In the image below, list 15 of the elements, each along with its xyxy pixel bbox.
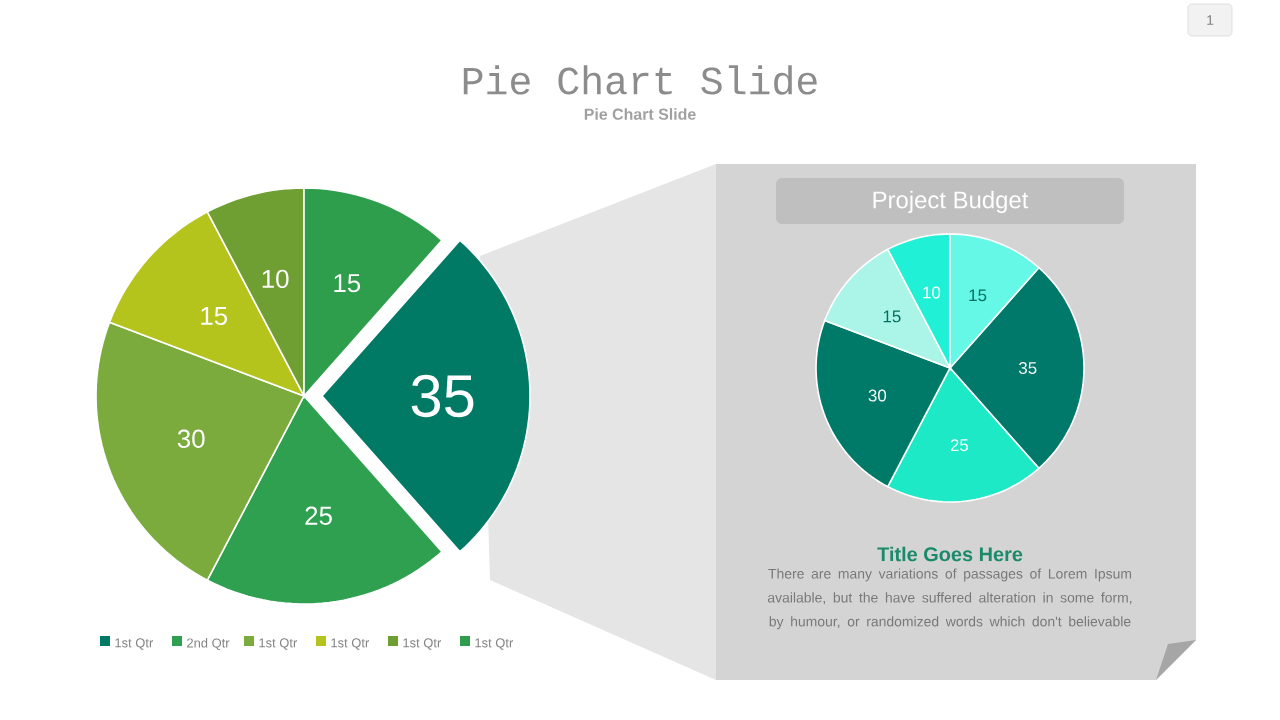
text: Title Goes Here bbox=[877, 546, 1023, 562]
data-label: 25 bbox=[950, 439, 969, 452]
data-label: 35 bbox=[411, 374, 474, 418]
data-label: 15 bbox=[969, 289, 987, 302]
chart-title: Project Budget bbox=[873, 190, 1029, 214]
data-label: 30 bbox=[868, 389, 887, 402]
data-label: 15 bbox=[334, 274, 361, 293]
data-label: 10 bbox=[262, 269, 289, 289]
data-label: 25 bbox=[305, 506, 332, 525]
text: Pie Chart Slide bbox=[463, 65, 817, 95]
data-label: 15 bbox=[883, 310, 901, 323]
data-label: 15 bbox=[201, 306, 228, 326]
data-label: 30 bbox=[177, 429, 205, 448]
data-label: 35 bbox=[1018, 362, 1037, 374]
data-label: 10 bbox=[923, 286, 941, 299]
